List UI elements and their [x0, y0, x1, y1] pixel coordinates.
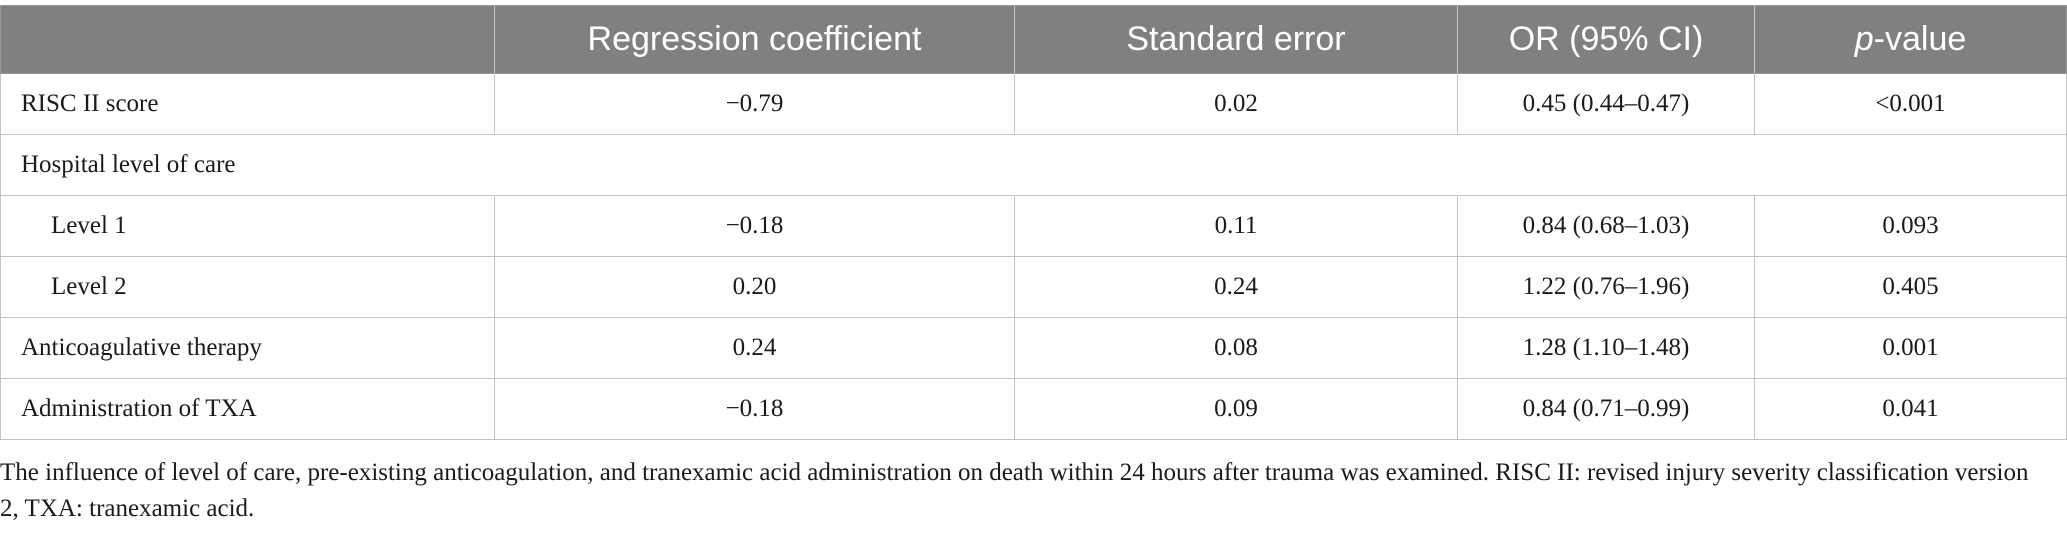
table-row: RISC II score −0.79 0.02 0.45 (0.44–0.47… — [0, 73, 2067, 135]
header-p-italic: p — [1854, 20, 1874, 58]
row-label: Level 1 — [0, 195, 495, 257]
header-variable — [0, 5, 495, 74]
cell-coefficient: 0.24 — [494, 317, 1015, 379]
cell-standard-error: 0.08 — [1014, 317, 1458, 379]
cell-standard-error: 0.11 — [1014, 195, 1458, 257]
cell-standard-error: 0.09 — [1014, 378, 1458, 440]
row-label: Administration of TXA — [0, 378, 495, 440]
cell-p-value: <0.001 — [1754, 73, 2067, 135]
header-row: Regression coefficient Standard error OR… — [0, 5, 2067, 74]
header-odds-ratio: OR (95% CI) — [1457, 5, 1755, 74]
group-row: Hospital level of care — [0, 134, 2067, 196]
header-regression-coefficient: Regression coefficient — [494, 5, 1015, 74]
cell-odds-ratio: 0.84 (0.68–1.03) — [1457, 195, 1755, 257]
cell-standard-error: 0.24 — [1014, 256, 1458, 318]
cell-odds-ratio: 0.45 (0.44–0.47) — [1457, 73, 1755, 135]
table-row: Level 1 −0.18 0.11 0.84 (0.68–1.03) 0.09… — [0, 195, 2067, 257]
row-label: Level 2 — [0, 256, 495, 318]
cell-coefficient: 0.20 — [494, 256, 1015, 318]
regression-table: Regression coefficient Standard error OR… — [0, 5, 2067, 440]
group-label: Hospital level of care — [0, 134, 2067, 196]
row-label: Anticoagulative therapy — [0, 317, 495, 379]
cell-p-value: 0.405 — [1754, 256, 2067, 318]
cell-odds-ratio: 0.84 (0.71–0.99) — [1457, 378, 1755, 440]
cell-p-value: 0.041 — [1754, 378, 2067, 440]
cell-odds-ratio: 1.28 (1.10–1.48) — [1457, 317, 1755, 379]
cell-coefficient: −0.79 — [494, 73, 1015, 135]
header-p-value: p-value — [1754, 5, 2067, 74]
header-standard-error: Standard error — [1014, 5, 1458, 74]
cell-p-value: 0.001 — [1754, 317, 2067, 379]
row-label: RISC II score — [0, 73, 495, 135]
table-row: Anticoagulative therapy 0.24 0.08 1.28 (… — [0, 317, 2067, 379]
table-caption: The influence of level of care, pre-exis… — [0, 459, 2029, 522]
cell-standard-error: 0.02 — [1014, 73, 1458, 135]
cell-odds-ratio: 1.22 (0.76–1.96) — [1457, 256, 1755, 318]
cell-p-value: 0.093 — [1754, 195, 2067, 257]
header-p-suffix: -value — [1873, 20, 1967, 58]
cell-coefficient: −0.18 — [494, 378, 1015, 440]
cell-coefficient: −0.18 — [494, 195, 1015, 257]
table-row: Administration of TXA −0.18 0.09 0.84 (0… — [0, 378, 2067, 440]
table-row: Level 2 0.20 0.24 1.22 (0.76–1.96) 0.405 — [0, 256, 2067, 318]
